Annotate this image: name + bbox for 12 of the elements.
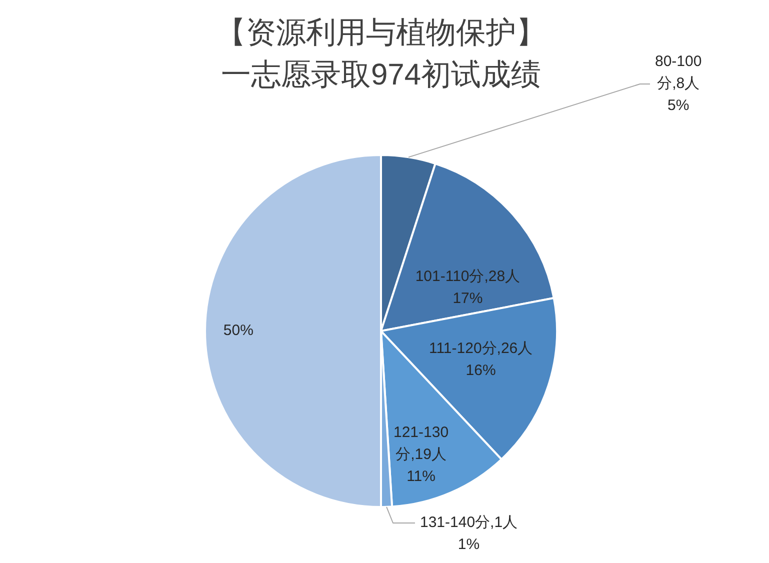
slice-label: 111-120分,26人 bbox=[428, 340, 533, 357]
data-label: 11% bbox=[406, 468, 436, 486]
slice-label: 80-100分,8人 bbox=[654, 53, 702, 92]
data-label: 50% bbox=[223, 322, 254, 340]
data-label: 1% bbox=[458, 536, 480, 554]
slice-label: 121-130分,19人 bbox=[394, 424, 449, 464]
slice-label: 101-110分,28人 bbox=[415, 268, 520, 286]
data-label: 17% bbox=[452, 290, 483, 308]
data-label: 16% bbox=[466, 362, 496, 379]
chart-title: 【资源利用与植物保护】一志愿录取974初试成绩 bbox=[216, 16, 546, 92]
slice-label: 131-140分,1人 bbox=[420, 514, 518, 532]
data-label: 5% bbox=[668, 97, 690, 114]
